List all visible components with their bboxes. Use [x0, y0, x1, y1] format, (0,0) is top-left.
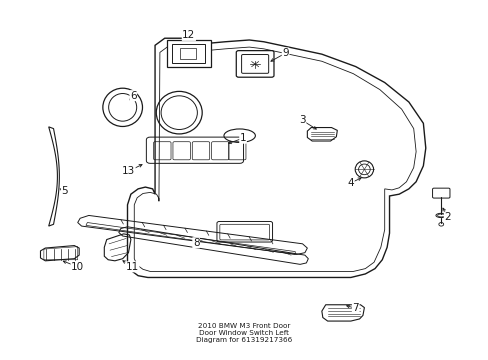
Text: 13: 13 [122, 166, 135, 176]
Ellipse shape [108, 94, 137, 121]
Text: 8: 8 [192, 238, 199, 248]
Text: 2: 2 [443, 212, 450, 222]
Text: 10: 10 [71, 262, 84, 272]
Polygon shape [49, 127, 59, 226]
FancyBboxPatch shape [432, 188, 449, 198]
FancyBboxPatch shape [236, 51, 273, 77]
Ellipse shape [435, 213, 446, 217]
Text: 7: 7 [352, 303, 358, 313]
Ellipse shape [438, 222, 443, 226]
Ellipse shape [102, 88, 142, 126]
Text: 6: 6 [130, 91, 136, 101]
Text: 9: 9 [282, 48, 288, 58]
Text: 4: 4 [347, 178, 353, 188]
Text: 11: 11 [125, 262, 139, 272]
Text: 2010 BMW M3 Front Door
Door Window Switch Left
Diagram for 61319217366: 2010 BMW M3 Front Door Door Window Switc… [196, 323, 292, 343]
Text: 3: 3 [299, 116, 305, 125]
Text: 5: 5 [61, 186, 68, 196]
FancyBboxPatch shape [167, 40, 210, 67]
Ellipse shape [354, 161, 373, 178]
Text: 12: 12 [182, 30, 195, 40]
Text: 1: 1 [239, 133, 246, 143]
